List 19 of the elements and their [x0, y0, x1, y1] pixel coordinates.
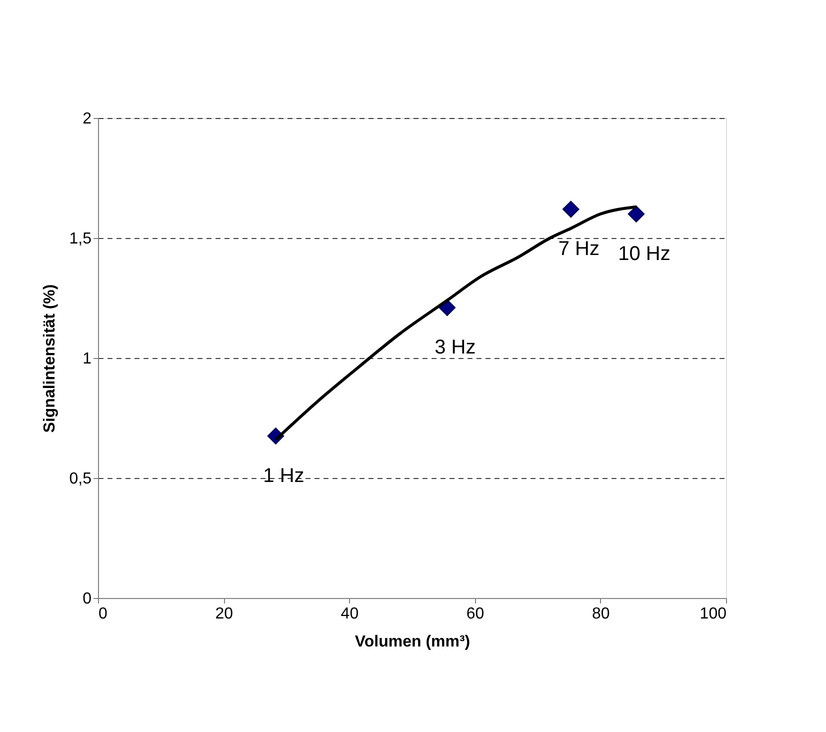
- annotation: 7 Hz: [558, 238, 600, 260]
- y-axis-title: Signalintensität (%): [41, 284, 58, 433]
- y-tick-label: 0,5: [69, 470, 92, 488]
- x-tick-label: 40: [340, 606, 359, 622]
- x-tick-label: 60: [466, 606, 484, 622]
- x-tick-label: 80: [592, 606, 610, 622]
- y-tick-label: 1,5: [69, 230, 92, 248]
- x-axis-title: Volumen (mm³): [354, 634, 470, 650]
- annotation: 10 Hz: [618, 243, 670, 265]
- y-tick-label: 0: [82, 590, 92, 608]
- point: [628, 206, 645, 222]
- point: [562, 200, 580, 218]
- x-tick-label: 0: [98, 606, 108, 622]
- x-tick-label: 20: [215, 606, 234, 622]
- annotation: 3 Hz: [434, 336, 476, 359]
- y-tick-label: 2: [82, 110, 92, 128]
- x-tick-label: 100: [700, 606, 727, 622]
- y-tick-label: 1: [82, 350, 92, 368]
- annotation: 1 Hz: [263, 465, 304, 487]
